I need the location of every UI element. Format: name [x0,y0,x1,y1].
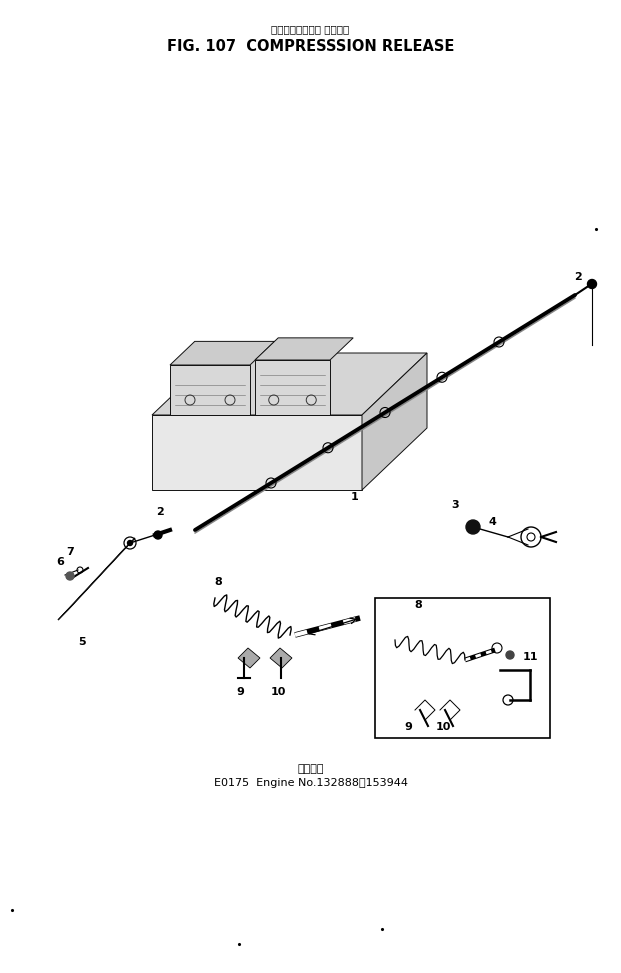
Circle shape [506,651,514,659]
Text: コンプレッション リリーズ: コンプレッション リリーズ [271,24,350,34]
Circle shape [154,531,162,539]
Text: 8: 8 [214,577,222,587]
Text: 10: 10 [270,687,286,697]
Polygon shape [255,338,353,360]
Circle shape [127,540,132,546]
Text: 11: 11 [522,652,538,662]
Text: 9: 9 [236,687,244,697]
Text: E0175  Engine No.132888～153944: E0175 Engine No.132888～153944 [214,778,407,788]
Polygon shape [238,648,260,668]
Text: 8: 8 [414,600,422,610]
Text: 10: 10 [435,722,451,732]
Polygon shape [170,365,250,415]
Polygon shape [152,353,427,415]
Text: FIG. 107  COMPRESSSION RELEASE: FIG. 107 COMPRESSSION RELEASE [167,39,454,54]
Polygon shape [255,360,330,415]
Text: 適用号番: 適用号番 [297,764,324,774]
Polygon shape [362,353,427,490]
Text: 5: 5 [78,637,86,647]
Text: 7: 7 [66,547,74,557]
Circle shape [66,572,74,580]
Text: 9: 9 [404,722,412,732]
Polygon shape [170,342,274,365]
Polygon shape [270,648,292,668]
Text: 6: 6 [56,557,64,567]
Circle shape [466,520,480,534]
Text: 2: 2 [156,507,164,517]
Text: 4: 4 [488,517,496,527]
Polygon shape [58,538,135,620]
Circle shape [587,279,597,289]
Bar [375,598,550,738]
Text: 1: 1 [351,492,359,502]
Text: 3: 3 [451,500,459,510]
Text: 2: 2 [574,272,582,282]
Polygon shape [152,415,362,490]
